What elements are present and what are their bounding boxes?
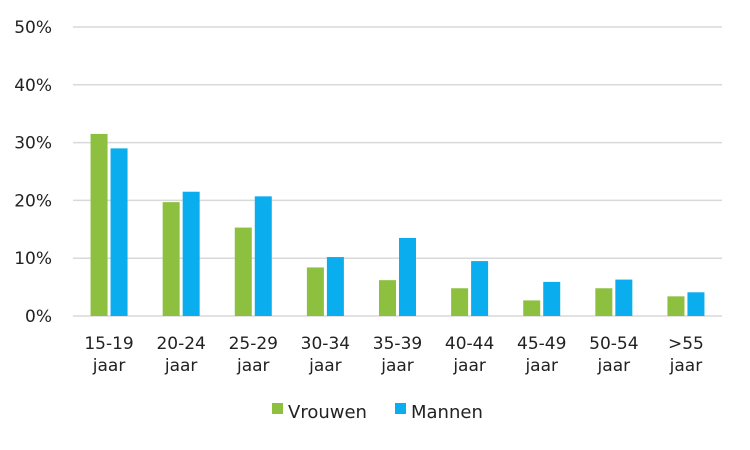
bar-vrouwen xyxy=(379,280,396,316)
bar-mannen xyxy=(543,281,561,316)
legend-swatch-vrouwen xyxy=(272,403,283,414)
y-tick-label: 30% xyxy=(14,134,52,154)
bar-mannen xyxy=(687,292,705,316)
y-tick-label: 50% xyxy=(14,18,52,38)
x-tick-label: 15-19 jaar xyxy=(84,334,133,376)
bar-vrouwen xyxy=(451,288,469,316)
bar-vrouwen xyxy=(90,133,108,316)
bar-mannen xyxy=(399,237,416,316)
legend: Vrouwen Mannen xyxy=(272,402,483,423)
bars xyxy=(90,133,705,316)
bar-vrouwen xyxy=(523,300,541,316)
bar-mannen xyxy=(615,279,633,316)
gridlines xyxy=(73,26,722,317)
x-axis-ticks: 15-19 jaar 20-24 jaar 25-29 jaar 30-34 jaar 35-3… xyxy=(84,334,704,376)
bar-mannen xyxy=(110,148,128,316)
y-tick-label: 40% xyxy=(14,76,52,96)
x-tick-label: >55 jaar xyxy=(668,334,704,376)
legend-label-vrouwen: Vrouwen xyxy=(288,402,367,423)
bar-vrouwen xyxy=(306,267,324,316)
bar-mannen xyxy=(326,257,344,316)
x-tick-label: 30-34 jaar xyxy=(301,334,350,376)
bar-vrouwen xyxy=(595,288,613,316)
bar-vrouwen xyxy=(162,202,180,316)
y-tick-label: 0% xyxy=(25,307,52,327)
bar-vrouwen xyxy=(667,296,685,316)
bar-mannen xyxy=(471,261,489,316)
x-tick-label: 20-24 jaar xyxy=(156,334,205,376)
y-axis-ticks: 0% 10% 20% 30% 40% 50% xyxy=(14,18,52,327)
y-tick-label: 10% xyxy=(14,249,52,269)
bar-mannen xyxy=(182,191,200,316)
x-tick-label: 45-49 jaar xyxy=(517,334,566,376)
legend-swatch-mannen xyxy=(395,403,406,414)
x-tick-label: 35-39 jaar xyxy=(373,334,422,376)
bar-vrouwen xyxy=(234,227,252,316)
y-tick-label: 20% xyxy=(14,191,52,211)
x-tick-label: 25-29 jaar xyxy=(229,334,278,376)
x-tick-label: 40-44 jaar xyxy=(445,334,494,376)
bar-mannen xyxy=(254,196,272,316)
legend-label-mannen: Mannen xyxy=(411,402,483,423)
x-tick-label: 50-54 jaar xyxy=(589,334,638,376)
